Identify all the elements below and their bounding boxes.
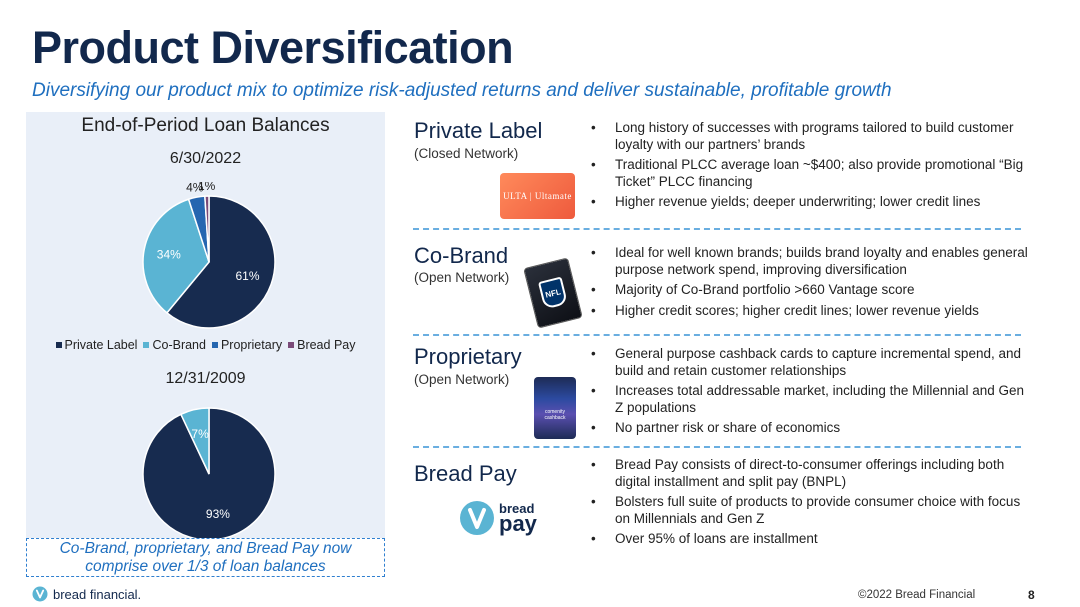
list-item: General purpose cashback cards to captur… [588,346,1033,379]
bullet-list: Long history of successes with programs … [588,120,1033,215]
ulta-card-text: ULTA | Ultamate [503,191,572,201]
pie-label-private-label: 61% [235,269,259,283]
proprietary-card-image: comenity cashback [534,377,576,439]
bread-pay-logo-icon [460,501,494,535]
pie-2022-title: 6/30/2022 [169,150,242,167]
pie-2009-title: 12/31/2009 [165,370,246,387]
page-subtitle: Diversifying our product mix to optimize… [32,80,892,101]
legend-label: Co-Brand [152,338,206,352]
bread-pay-logo: bread pay [459,500,537,536]
callout-box: Co-Brand, proprietary, and Bread Pay now… [26,538,385,577]
section-divider [413,228,1021,230]
list-item: Higher credit scores; higher credit line… [588,303,1033,320]
section-subtitle: (Closed Network) [414,146,519,161]
legend-swatch [143,342,150,348]
bullet-list: General purpose cashback cards to captur… [588,346,1033,441]
list-item: Over 95% of loans are installment [588,531,1033,548]
bread-pay-logo-text: bread pay [499,502,537,535]
chart-legend: Private Label Co-Brand Proprietary Bread… [26,338,385,352]
nfl-shield-icon: NFL [537,276,569,310]
section-name: Proprietary [414,344,522,369]
pie-slice-private-label [165,195,276,329]
legend-item-co-brand: Co-Brand [143,338,206,352]
section-private-label: Private Label (Closed Network) Long hist… [413,118,1033,218]
copyright-text: ©2022 Bread Financial [858,589,976,601]
legend-item-bread-pay: Bread Pay [288,338,355,352]
section-subtitle: (Open Network) [414,372,510,387]
pie-slice-co-brand [179,407,210,475]
footer-logo: bread financial. [32,586,141,602]
loan-balances-panel: End-of-Period Loan Balances 6/30/2022 61… [26,112,385,576]
page-number: 8 [1028,588,1035,602]
pie-slice-co-brand [142,198,210,314]
list-item: Traditional PLCC average loan ~$400; als… [588,157,1033,190]
list-item: Long history of successes with programs … [588,120,1033,153]
legend-label: Bread Pay [297,338,356,352]
ulta-card-image: ULTA | Ultamate [500,173,575,219]
pie-label-private-label: 93% [206,507,230,521]
bullet-list: Bread Pay consists of direct-to-consumer… [588,457,1033,552]
pie-slice-bread-pay [204,195,210,263]
section-bread-pay: Bread Pay Bread Pay consists of direct-t… [413,457,1033,557]
pie-label-proprietary: 4% [186,182,204,194]
panel-title: End-of-Period Loan Balances [81,115,330,136]
list-item: Bolsters full suite of products to provi… [588,494,1033,527]
section-divider [413,446,1021,448]
list-item: Ideal for well known brands; builds bran… [588,245,1033,278]
pie-label-co-brand: 34% [157,247,181,261]
bread-pay-logo-word-bottom: pay [499,510,537,536]
section-proprietary: Proprietary (Open Network) General purpo… [413,344,1033,444]
footer-logo-text: bread financial. [53,586,142,602]
section-name: Private Label [414,118,543,143]
legend-item-proprietary: Proprietary [211,338,283,352]
pie-chart-2022: 61% 34% 4%1% [142,182,276,329]
section-name: Co-Brand [414,243,509,268]
legend-swatch [55,342,62,348]
page-title: Product Diversification [32,22,514,73]
legend-label: Proprietary [220,338,283,352]
pie-chart-2009: 93% 7% [142,407,276,541]
list-item: Bread Pay consists of direct-to-consumer… [588,457,1033,490]
legend-swatch [211,342,218,348]
nfl-card-text: NFL [544,286,562,300]
section-co-brand: Co-Brand (Open Network) Ideal for well k… [413,243,1033,333]
list-item: No partner risk or share of economics [588,420,1033,437]
list-item: Increases total addressable market, incl… [588,383,1033,416]
pie-label-co-brand: 7% [191,427,209,441]
bread-pay-logo-word-top: bread [499,500,535,516]
legend-item-private-label: Private Label [55,338,138,352]
legend-label: Private Label [64,338,138,352]
legend-swatch [288,342,295,348]
bullet-list: Ideal for well known brands; builds bran… [588,245,1033,323]
bread-financial-logo-icon [32,586,48,602]
list-item: Higher revenue yields; deeper underwriti… [588,194,1033,211]
pie-label-bread-pay: 1% [198,182,216,193]
proprietary-card-text: comenity cashback [544,409,566,421]
section-name: Bread Pay [414,461,517,486]
list-item: Majority of Co-Brand portfolio >660 Vant… [588,282,1033,299]
section-divider [413,334,1021,336]
section-subtitle: (Open Network) [414,270,510,285]
